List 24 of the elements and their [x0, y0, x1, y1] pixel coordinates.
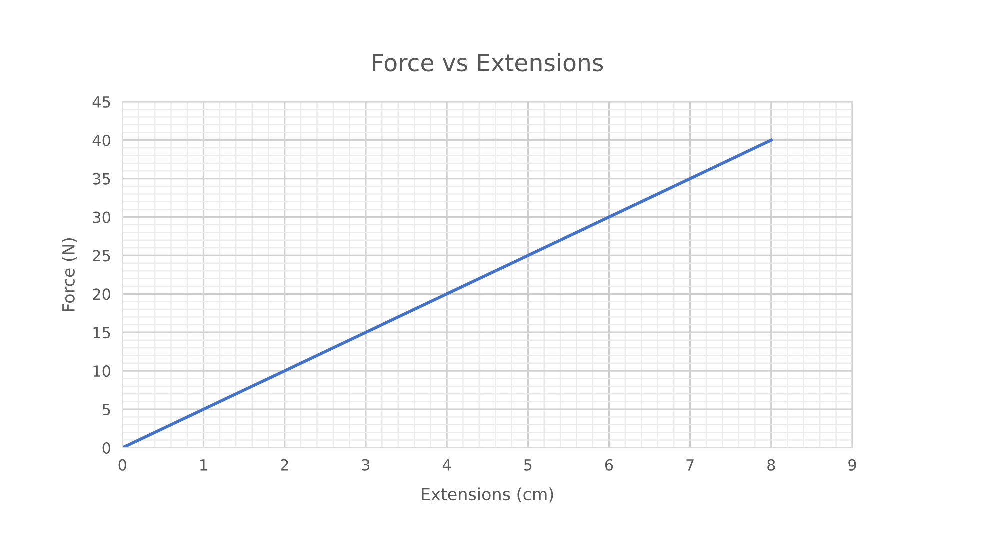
- x-tick-label: 9: [848, 459, 856, 471]
- x-tick-label: 3: [362, 459, 370, 471]
- y-tick-label: 35: [93, 173, 110, 185]
- y-axis-title: Force (N): [62, 238, 77, 312]
- x-tick-label: 4: [442, 460, 452, 471]
- chart-title: Force vs Extensions: [373, 53, 604, 72]
- y-tick-label: 30: [93, 212, 111, 224]
- x-tick-label: 5: [524, 460, 532, 471]
- x-tick-label: 8: [768, 459, 776, 471]
- x-tick-label: 1: [200, 460, 208, 471]
- x-tick-label: 7: [686, 460, 694, 471]
- y-tick-label: 45: [92, 96, 110, 108]
- x-tick-label: 2: [281, 459, 288, 471]
- y-tick-label: 40: [92, 134, 111, 146]
- line-series: [122, 138, 773, 448]
- y-tick-label: 20: [93, 288, 111, 300]
- y-tick-label: 0: [102, 442, 111, 454]
- x-axis-title: Extensions (cm): [422, 488, 554, 503]
- x-tick-label: 6: [605, 459, 614, 471]
- y-tick-label: 25: [93, 250, 110, 262]
- y-tick-label: 15: [94, 327, 110, 339]
- y-tick-label: 5: [102, 404, 110, 416]
- x-tick-label: 0: [118, 459, 126, 471]
- y-tick-label: 10: [94, 366, 111, 378]
